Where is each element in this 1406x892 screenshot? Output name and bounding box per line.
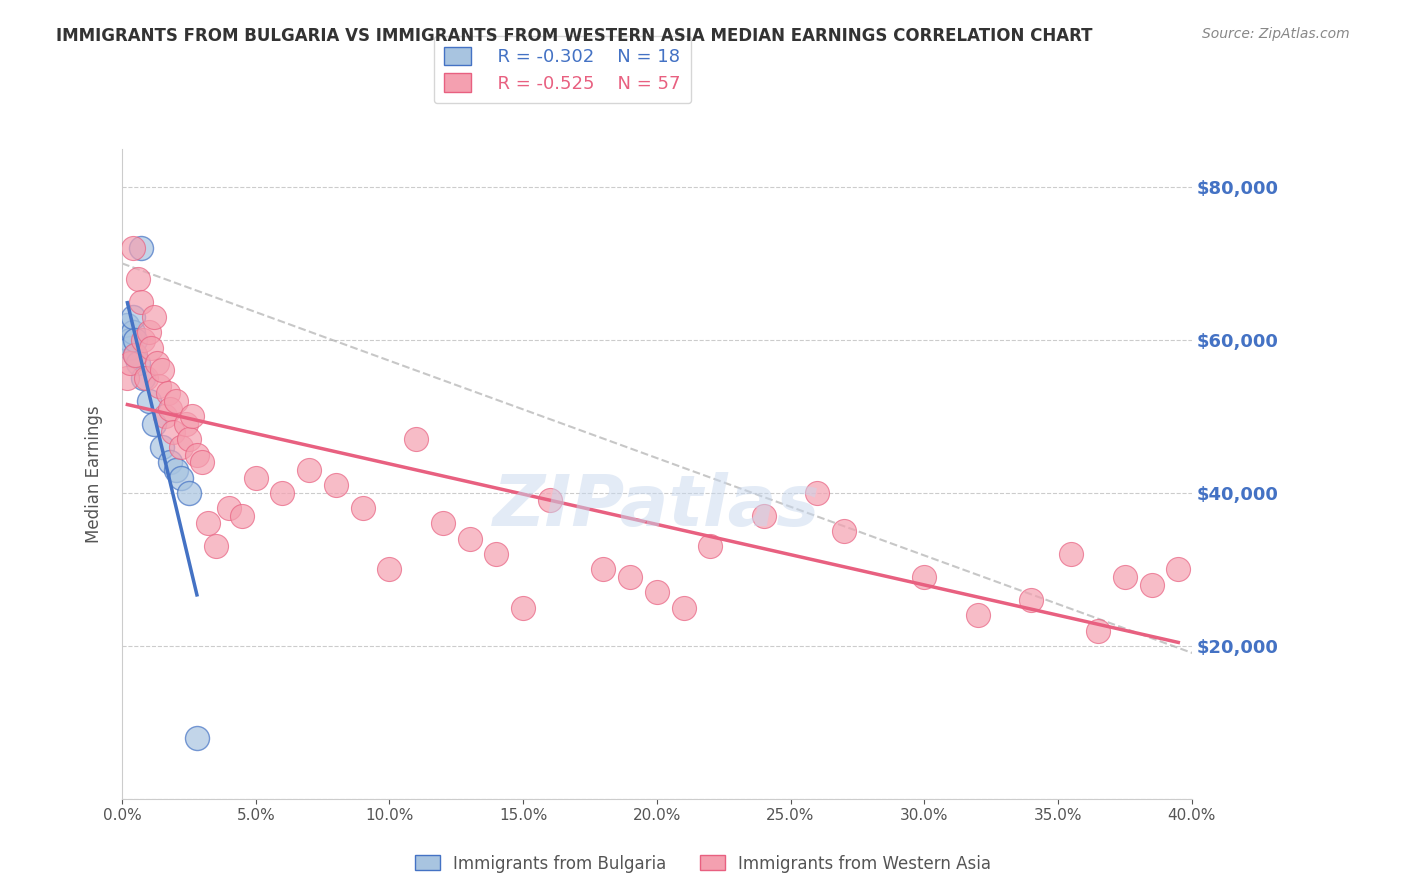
Point	[129, 241, 152, 255]
Text: ZIPatlas: ZIPatlas	[494, 472, 821, 541]
Point	[124, 348, 146, 362]
Point	[752, 508, 775, 523]
Text: IMMIGRANTS FROM BULGARIA VS IMMIGRANTS FROM WESTERN ASIA MEDIAN EARNINGS CORRELA: IMMIGRANTS FROM BULGARIA VS IMMIGRANTS F…	[56, 27, 1092, 45]
Point	[352, 501, 374, 516]
Point	[177, 486, 200, 500]
Point	[124, 348, 146, 362]
Text: Source: ZipAtlas.com: Source: ZipAtlas.com	[1202, 27, 1350, 41]
Point	[120, 341, 142, 355]
Point	[148, 378, 170, 392]
Point	[1060, 547, 1083, 561]
Point	[1019, 593, 1042, 607]
Point	[117, 318, 139, 332]
Point	[120, 356, 142, 370]
Point	[186, 448, 208, 462]
Point	[141, 341, 163, 355]
Point	[170, 470, 193, 484]
Point	[912, 570, 935, 584]
Point	[135, 371, 157, 385]
Point	[165, 394, 187, 409]
Point	[405, 432, 427, 446]
Point	[832, 524, 855, 538]
Point	[127, 271, 149, 285]
Point	[174, 417, 197, 431]
Point	[592, 562, 614, 576]
Point	[191, 455, 214, 469]
Point	[1087, 624, 1109, 638]
Point	[150, 440, 173, 454]
Point	[218, 501, 240, 516]
Legend: Immigrants from Bulgaria, Immigrants from Western Asia: Immigrants from Bulgaria, Immigrants fro…	[408, 848, 998, 880]
Point	[271, 486, 294, 500]
Point	[180, 409, 202, 424]
Point	[132, 333, 155, 347]
Point	[138, 394, 160, 409]
Point	[245, 470, 267, 484]
Point	[162, 425, 184, 439]
Point	[153, 409, 176, 424]
Point	[619, 570, 641, 584]
Point	[186, 731, 208, 745]
Point	[298, 463, 321, 477]
Point	[966, 608, 988, 623]
Point	[121, 325, 143, 339]
Point	[197, 516, 219, 531]
Point	[117, 371, 139, 385]
Point	[129, 294, 152, 309]
Point	[177, 432, 200, 446]
Point	[699, 540, 721, 554]
Point	[204, 540, 226, 554]
Point	[432, 516, 454, 531]
Point	[121, 310, 143, 324]
Point	[170, 440, 193, 454]
Point	[806, 486, 828, 500]
Point	[672, 600, 695, 615]
Y-axis label: Median Earnings: Median Earnings	[86, 405, 103, 542]
Point	[156, 386, 179, 401]
Point	[458, 532, 481, 546]
Point	[231, 508, 253, 523]
Point	[132, 371, 155, 385]
Point	[150, 363, 173, 377]
Point	[1114, 570, 1136, 584]
Point	[159, 401, 181, 416]
Point	[645, 585, 668, 599]
Point	[127, 356, 149, 370]
Point	[1140, 577, 1163, 591]
Point	[159, 455, 181, 469]
Point	[120, 333, 142, 347]
Point	[143, 417, 166, 431]
Legend:   R = -0.302    N = 18,   R = -0.525    N = 57: R = -0.302 N = 18, R = -0.525 N = 57	[433, 36, 692, 103]
Point	[538, 493, 561, 508]
Point	[485, 547, 508, 561]
Point	[121, 241, 143, 255]
Point	[138, 325, 160, 339]
Point	[165, 463, 187, 477]
Point	[143, 310, 166, 324]
Point	[1167, 562, 1189, 576]
Point	[378, 562, 401, 576]
Point	[512, 600, 534, 615]
Point	[124, 333, 146, 347]
Point	[146, 356, 169, 370]
Point	[325, 478, 347, 492]
